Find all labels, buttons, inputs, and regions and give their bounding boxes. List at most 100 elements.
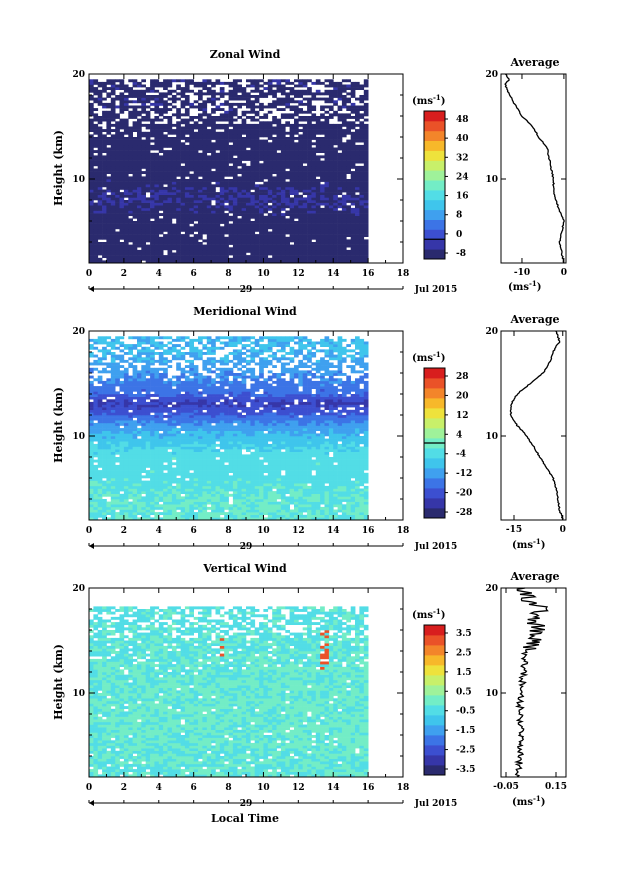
heatmap-cell [167, 129, 173, 132]
heatmap-cell [298, 504, 303, 508]
heatmap-cell [333, 84, 338, 88]
heatmap-cell [289, 181, 295, 185]
heatmap-cell [198, 260, 203, 264]
heatmap-cell [115, 485, 120, 489]
heatmap-cell [328, 228, 334, 232]
heatmap-cell [132, 184, 138, 188]
heatmap-cell [333, 100, 338, 104]
heatmap-cell [154, 205, 160, 209]
heatmap-cell [267, 160, 273, 164]
heatmap-cell [189, 147, 194, 151]
heatmap-cell [315, 213, 321, 216]
heatmap-cell [259, 116, 264, 119]
heatmap-cell [171, 255, 177, 258]
heatmap-cell [119, 504, 125, 508]
heatmap-cell [324, 226, 330, 230]
heatmap-cell [171, 202, 177, 206]
heatmap-cell [346, 79, 351, 83]
heatmap-cell [259, 131, 264, 135]
heatmap-cell [250, 95, 256, 98]
heatmap-cell [267, 257, 273, 261]
heatmap-cell [237, 242, 242, 245]
heatmap-cell [276, 131, 282, 135]
heatmap-cell [246, 255, 251, 258]
heatmap-cell [280, 87, 286, 90]
heatmap-cell [132, 113, 138, 117]
heatmap-cell [115, 97, 120, 101]
heatmap-cell [355, 110, 360, 114]
heatmap-cell [137, 134, 142, 138]
heatmap-cell [289, 165, 295, 169]
heatmap-cell [246, 496, 251, 500]
heatmap-cell [202, 134, 208, 138]
heatmap-cell [110, 118, 116, 122]
heatmap-cell [259, 189, 264, 193]
heatmap-cell [307, 499, 312, 502]
heatmap-cell [102, 210, 107, 214]
heatmap-cell [102, 165, 107, 169]
heatmap-cell [333, 255, 338, 258]
heatmap-cell [263, 218, 269, 222]
heatmap-cell [237, 131, 242, 135]
heatmap-cell [355, 147, 360, 151]
heatmap-cell [89, 247, 94, 251]
heatmap-cell [110, 200, 116, 203]
heatmap-cell [237, 491, 242, 494]
heatmap-cell [97, 242, 103, 245]
heatmap-cell [250, 215, 256, 219]
heatmap-cell [102, 213, 107, 216]
heatmap-cell [280, 160, 286, 164]
heatmap-cell [180, 100, 186, 104]
heatmap-cell [280, 142, 286, 146]
heatmap-cell [132, 181, 138, 185]
heatmap-cell [123, 218, 129, 222]
heatmap-cell [272, 223, 277, 227]
heatmap-cell [259, 194, 264, 198]
heatmap-cell [298, 100, 303, 104]
heatmap-cell [341, 239, 347, 243]
heatmap-cell [250, 134, 256, 138]
average-frame [500, 73, 567, 264]
heatmap-cell [315, 163, 321, 167]
heatmap-cell [311, 95, 317, 98]
heatmap-cell [158, 228, 164, 232]
heatmap-cell [106, 116, 112, 119]
heatmap-cell [350, 255, 356, 258]
heatmap-cell [89, 257, 94, 261]
heatmap-cell [363, 499, 369, 502]
heatmap-cell [267, 221, 273, 224]
heatmap-cell [350, 105, 356, 109]
heatmap-cell [110, 134, 116, 138]
heatmap-cell [219, 197, 225, 201]
heatmap-cell [289, 152, 295, 156]
heatmap-cell [119, 163, 125, 167]
heatmap-cell [263, 186, 269, 190]
heatmap-cell [307, 223, 312, 227]
heatmap-cell [97, 504, 103, 508]
heatmap-cell [341, 123, 347, 127]
heatmap-cell [180, 509, 186, 513]
heatmap-cell [328, 147, 334, 151]
heatmap-cell [267, 194, 273, 198]
heatmap-cell [294, 158, 299, 161]
heatmap-cell [263, 129, 269, 132]
heatmap-cell [263, 483, 269, 487]
heatmap-cell [132, 242, 138, 245]
heatmap-cell [211, 501, 216, 505]
heatmap-cell [232, 184, 238, 188]
heatmap-cell [115, 95, 120, 98]
heatmap-cell [298, 202, 303, 206]
heatmap-cell [359, 160, 365, 164]
heatmap-cell [137, 179, 142, 182]
heatmap-cell [289, 184, 295, 188]
heatmap-cell [232, 483, 238, 487]
heatmap-cell [272, 89, 277, 93]
heatmap-cell [320, 192, 325, 195]
heatmap-cell [145, 118, 151, 122]
heatmap-cell [158, 260, 164, 264]
heatmap-cell [346, 488, 351, 492]
heatmap-cell [145, 165, 151, 169]
heatmap-cell [359, 207, 365, 211]
heatmap-cell [259, 129, 264, 132]
heatmap-cell [272, 131, 277, 135]
